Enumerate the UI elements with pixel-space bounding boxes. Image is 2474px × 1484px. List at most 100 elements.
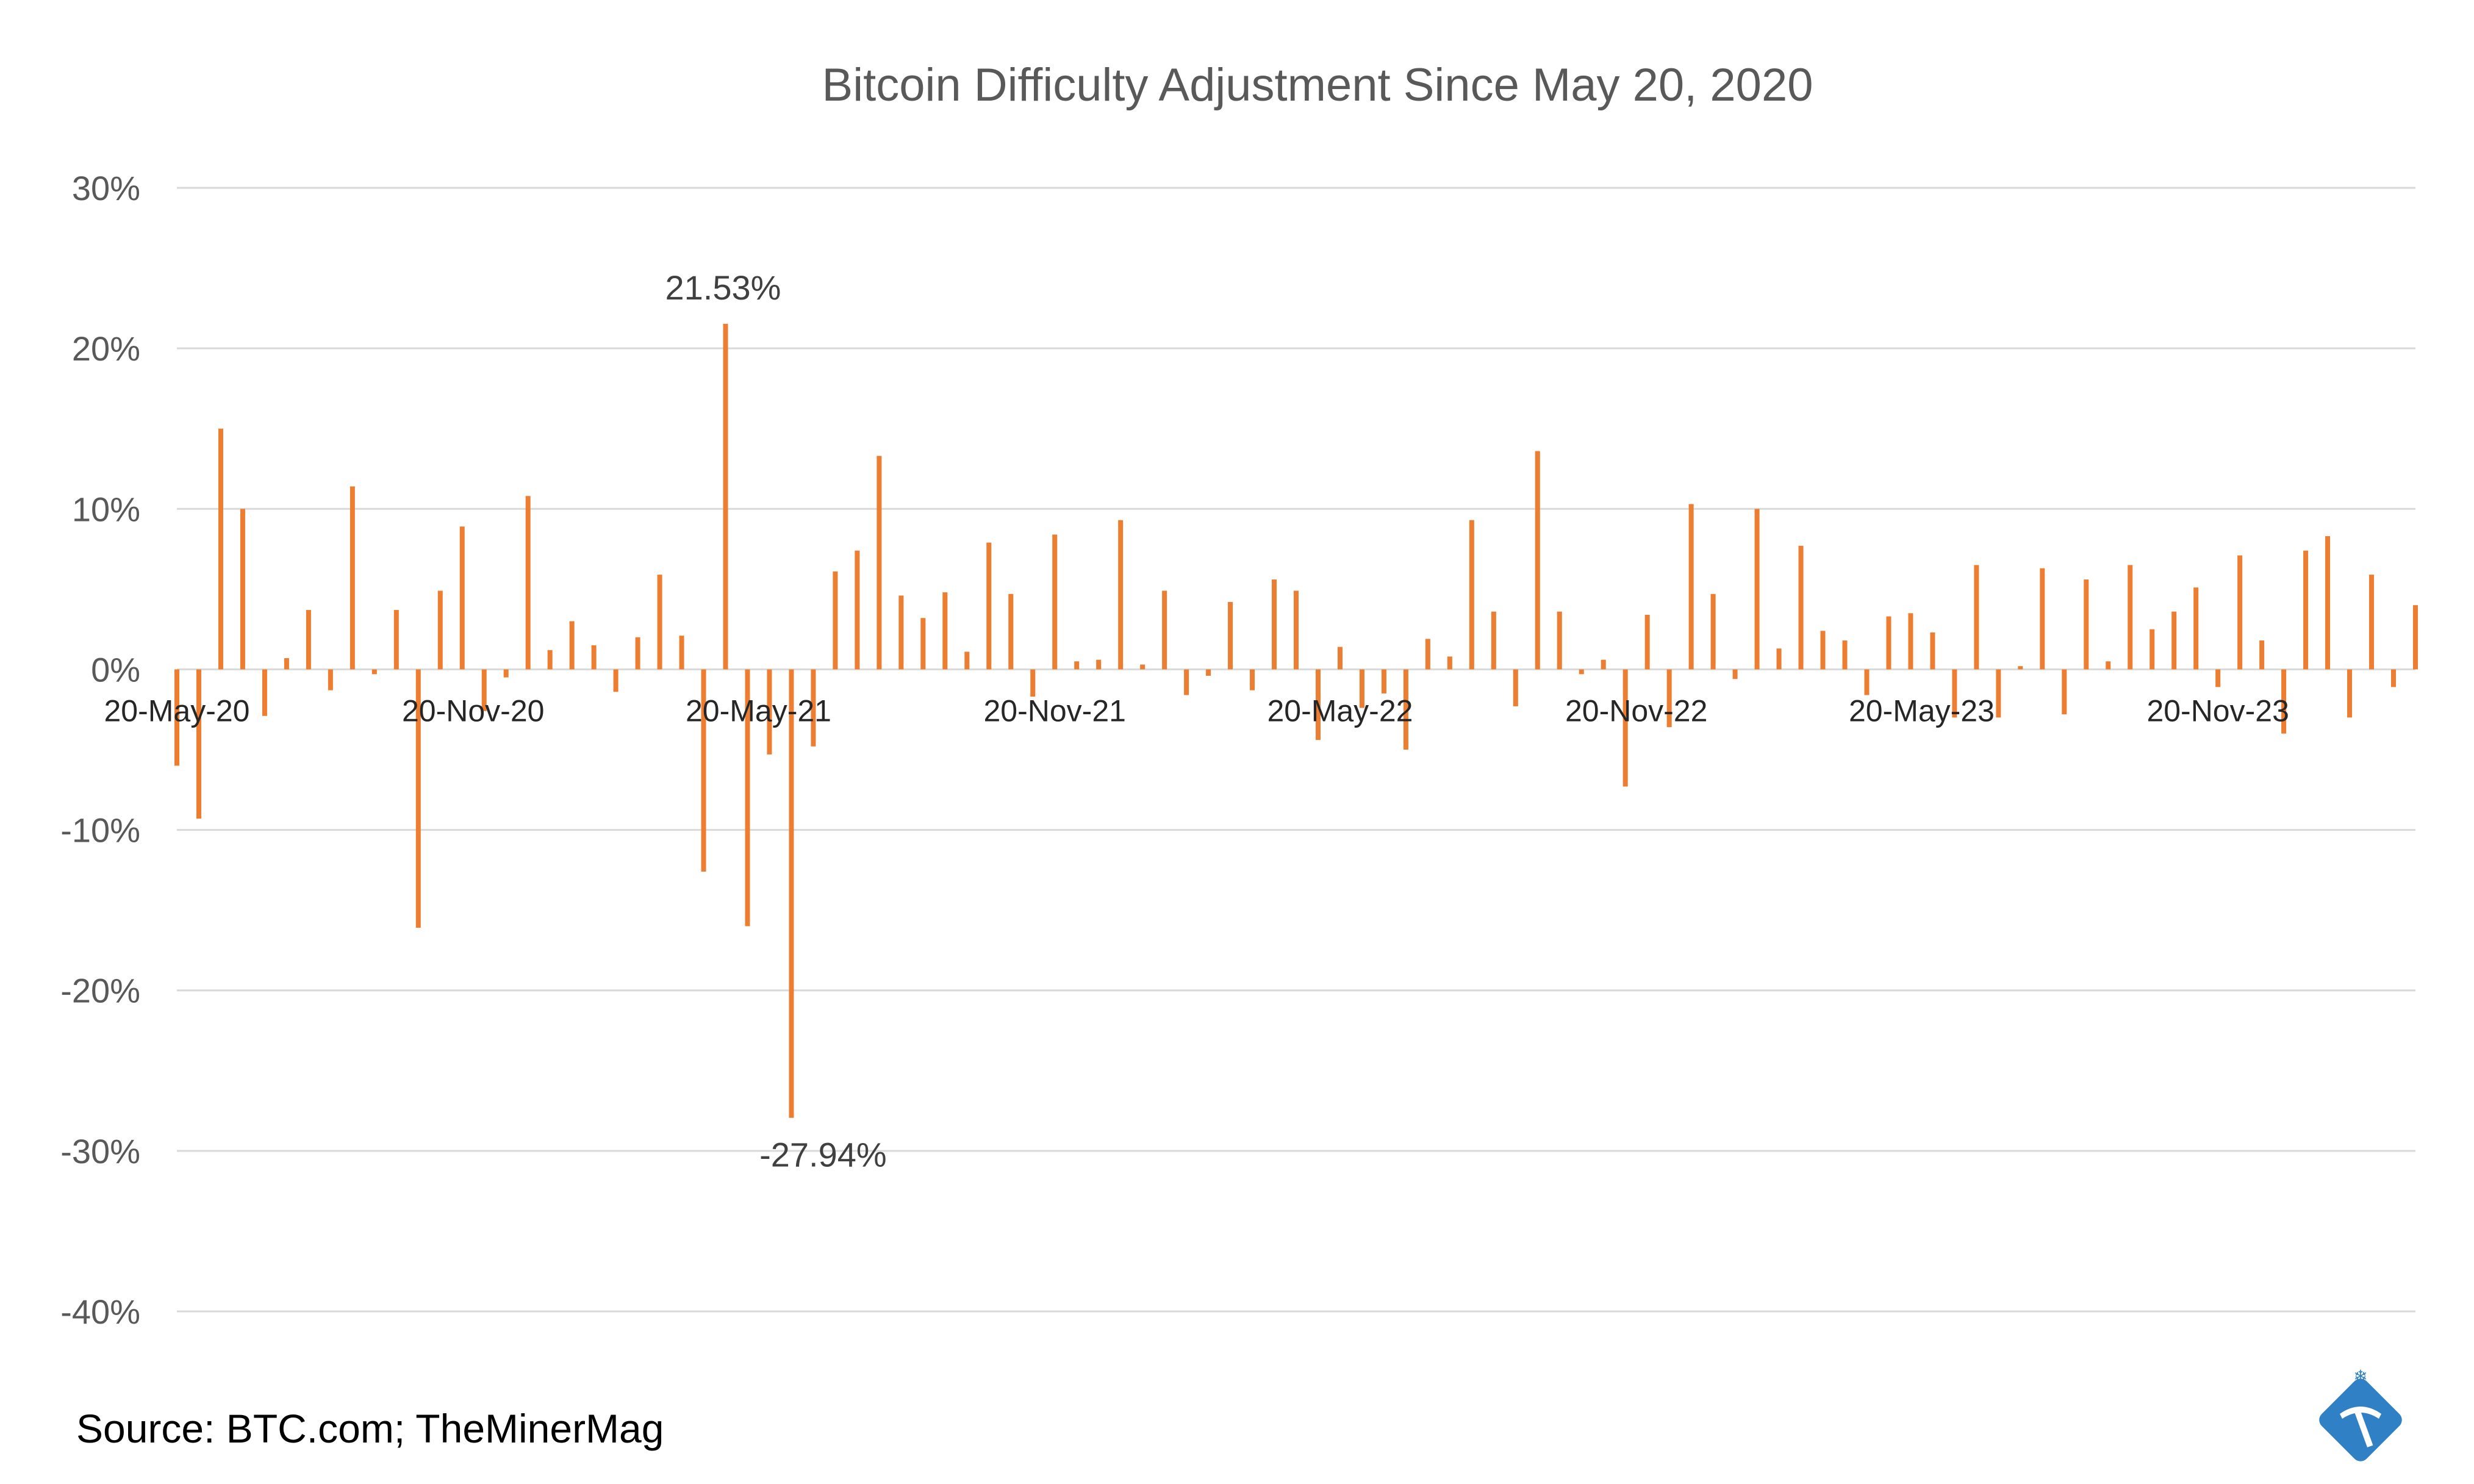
bar bbox=[2369, 575, 2375, 670]
bar bbox=[2325, 536, 2331, 670]
svg-text:❄: ❄ bbox=[2353, 1366, 2367, 1386]
bar bbox=[1425, 639, 1430, 670]
bar bbox=[2062, 669, 2067, 715]
x-tick-label: 20-Nov-21 bbox=[983, 694, 1125, 728]
bar bbox=[569, 621, 575, 670]
bar bbox=[1601, 659, 1606, 670]
y-tick-label: 10% bbox=[72, 490, 140, 528]
bar bbox=[789, 669, 794, 1118]
bar bbox=[701, 669, 706, 872]
bar bbox=[1710, 593, 1716, 670]
bar bbox=[1513, 669, 1518, 706]
y-tick-label: -20% bbox=[60, 972, 140, 1010]
bar bbox=[1622, 669, 1628, 787]
bar bbox=[481, 669, 487, 711]
source-note: Source: BTC.com; TheMinerMag bbox=[76, 1406, 664, 1451]
x-tick-label: 20-May-23 bbox=[1849, 694, 1995, 728]
bar bbox=[1776, 648, 1782, 670]
bar bbox=[1666, 669, 1672, 728]
bar bbox=[1250, 669, 1255, 690]
bar bbox=[1908, 613, 1913, 670]
bar bbox=[1557, 611, 1562, 670]
bar bbox=[657, 575, 662, 670]
bars bbox=[174, 323, 2418, 1118]
bar bbox=[284, 658, 289, 670]
bar bbox=[1008, 593, 1014, 670]
bar bbox=[393, 610, 399, 670]
bar bbox=[811, 669, 816, 747]
bar bbox=[1162, 590, 1167, 670]
bar bbox=[1732, 669, 1738, 679]
bar bbox=[1930, 632, 1935, 670]
bar bbox=[1184, 669, 1189, 695]
bar bbox=[1754, 509, 1760, 670]
bar bbox=[1315, 669, 1321, 740]
bar bbox=[2259, 640, 2265, 670]
y-tick-label: -40% bbox=[60, 1292, 140, 1331]
bar bbox=[1030, 669, 1036, 697]
bar bbox=[2040, 568, 2045, 670]
bar bbox=[1469, 520, 1474, 670]
bar bbox=[1228, 601, 1233, 670]
bar bbox=[2193, 587, 2199, 670]
bar bbox=[1052, 534, 1058, 670]
bar bbox=[1074, 661, 1080, 670]
bar bbox=[350, 486, 355, 670]
bar bbox=[218, 428, 223, 670]
bar bbox=[2391, 669, 2397, 687]
y-tick-label: 30% bbox=[72, 169, 140, 207]
bar bbox=[898, 595, 904, 670]
bar bbox=[745, 669, 750, 927]
bar bbox=[437, 590, 443, 670]
data-label: -27.94% bbox=[759, 1136, 887, 1174]
bar bbox=[1294, 590, 1299, 670]
bar bbox=[2150, 629, 2155, 670]
x-tick-label: 20-May-21 bbox=[686, 694, 831, 728]
bar bbox=[1140, 664, 1146, 670]
bar bbox=[1798, 545, 1804, 670]
bar bbox=[920, 618, 926, 670]
bar bbox=[1491, 611, 1496, 670]
bar bbox=[1359, 669, 1364, 708]
bar bbox=[174, 669, 179, 766]
y-tick-label: 0% bbox=[91, 650, 140, 689]
bar bbox=[591, 645, 597, 670]
chart-title: Bitcoin Difficulty Adjustment Since May … bbox=[822, 59, 1813, 111]
y-tick-label: 20% bbox=[72, 329, 140, 368]
bar bbox=[2347, 669, 2353, 718]
bar bbox=[986, 542, 992, 670]
bar bbox=[723, 323, 728, 670]
bar bbox=[1096, 659, 1102, 670]
bar bbox=[525, 496, 531, 670]
bar bbox=[459, 526, 465, 670]
data-labels: 21.53% -27.94% bbox=[665, 268, 887, 1174]
y-axis-tick-labels: 30% 20% 10% 0% -10% -20% -30% -40% bbox=[60, 169, 140, 1331]
bar bbox=[679, 636, 684, 670]
x-tick-label: 20-Nov-23 bbox=[2146, 694, 2289, 728]
bar bbox=[2128, 565, 2133, 670]
bar bbox=[2171, 611, 2177, 670]
bar bbox=[635, 637, 640, 670]
bar bbox=[2413, 605, 2418, 670]
bar bbox=[2215, 669, 2221, 687]
bar bbox=[1974, 565, 1979, 670]
x-tick-label: 20-Nov-20 bbox=[402, 694, 544, 728]
bar bbox=[415, 669, 421, 928]
theminermag-logo-icon: ❄ bbox=[2319, 1366, 2402, 1461]
bar bbox=[1579, 669, 1584, 675]
bar bbox=[1206, 669, 1211, 676]
bar bbox=[1688, 504, 1694, 670]
bar bbox=[2106, 661, 2111, 670]
bar bbox=[964, 651, 970, 670]
bar bbox=[1272, 579, 1277, 670]
x-tick-label: 20-Nov-22 bbox=[1565, 694, 1707, 728]
bar bbox=[2018, 666, 2023, 670]
bar bbox=[328, 669, 333, 690]
bar bbox=[240, 509, 245, 670]
bar bbox=[2303, 550, 2309, 670]
bar bbox=[196, 669, 201, 819]
bar bbox=[1952, 669, 1957, 718]
bar bbox=[1403, 669, 1408, 750]
gridlines bbox=[177, 187, 2415, 1313]
bar bbox=[1842, 640, 1848, 670]
